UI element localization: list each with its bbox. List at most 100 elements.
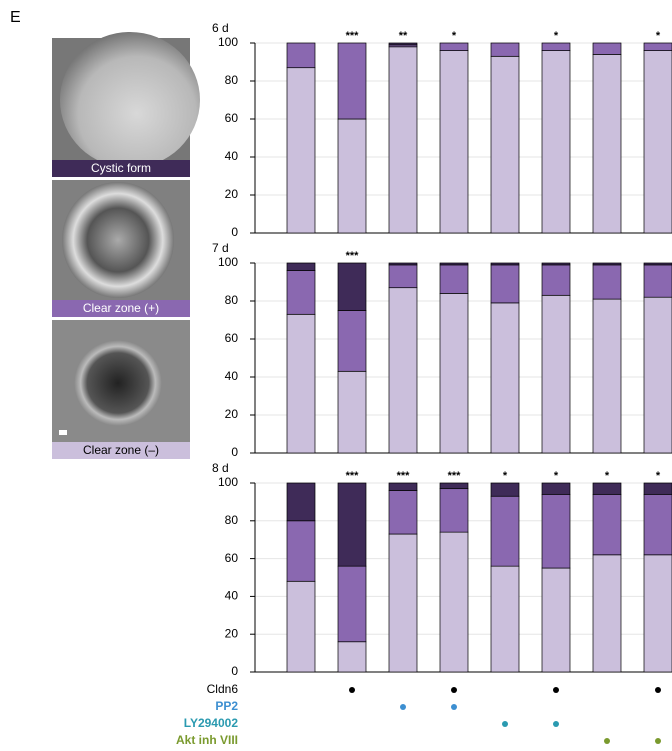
y-tick-label: 60: [225, 331, 239, 345]
bar-segment: [338, 483, 366, 566]
y-tick-label: 20: [225, 187, 239, 201]
treatment-dot: [655, 738, 661, 744]
panel-label: E: [10, 9, 21, 26]
bar-segment: [644, 555, 672, 672]
bar-segment: [491, 56, 519, 233]
y-tick-label: 60: [225, 111, 239, 125]
bar-segment: [287, 271, 315, 315]
bar-segment: [338, 566, 366, 642]
bar-segment: [389, 43, 417, 45]
bar-segment: [593, 54, 621, 233]
bar-segment: [644, 263, 672, 265]
bar-segment: [389, 263, 417, 265]
significance: ***: [346, 30, 360, 42]
significance: ***: [448, 470, 462, 482]
bar-segment: [491, 265, 519, 303]
image-caption: Cystic form: [91, 161, 151, 175]
micrographs: Cystic form Clear zone (+) Clear zone (–…: [52, 32, 200, 459]
bar-segment: [593, 265, 621, 299]
significance: *: [503, 470, 508, 482]
bar-segment: [440, 51, 468, 233]
image-caption: Clear zone (+): [83, 301, 159, 315]
bar-segment: [389, 265, 417, 288]
bar-segment: [542, 494, 570, 568]
bar-segment: [593, 263, 621, 265]
significance: *: [656, 30, 661, 42]
bar-segment: [287, 43, 315, 68]
y-tick-label: 100: [218, 35, 238, 49]
significance: *: [656, 470, 661, 482]
treatment-dot: [451, 704, 457, 710]
bar-segment: [644, 494, 672, 554]
bar-segment: [287, 263, 315, 271]
bar-segment: [287, 68, 315, 233]
bar-segment: [287, 581, 315, 672]
y-tick-label: 0: [231, 445, 238, 459]
bar-segment: [593, 483, 621, 494]
treatment-label: LY294002: [184, 716, 239, 730]
bar-segment: [644, 265, 672, 297]
image-caption: Clear zone (–): [83, 443, 159, 457]
figure: E Cystic form Clear zone (+) Clear zone …: [0, 0, 672, 751]
bar-segment: [338, 642, 366, 672]
bar-segment: [491, 496, 519, 566]
bar-segment: [338, 43, 366, 119]
bar-segment: [338, 263, 366, 311]
treatment-label: Akt inh VIII: [176, 733, 238, 747]
significance: ***: [397, 470, 411, 482]
significance: ***: [346, 250, 360, 262]
y-tick-label: 60: [225, 551, 239, 565]
panel-title: 7 d: [212, 241, 229, 255]
y-tick-label: 80: [225, 73, 239, 87]
bar-segment: [440, 489, 468, 532]
bar-segment: [491, 43, 519, 56]
bar-segment: [338, 371, 366, 453]
y-tick-label: 40: [225, 369, 239, 383]
bar-segment: [440, 43, 468, 51]
bar-segment: [542, 265, 570, 295]
treatment-dot: [502, 721, 508, 727]
y-tick-label: 40: [225, 589, 239, 603]
bar-segment: [338, 119, 366, 233]
bar-segment: [287, 314, 315, 453]
treatment-dot: [451, 687, 457, 693]
y-tick-label: 100: [218, 255, 238, 269]
scale-bar: [59, 430, 67, 435]
significance: **: [399, 30, 408, 42]
bar-segment: [389, 288, 417, 453]
bar-segment: [389, 47, 417, 233]
y-tick-label: 80: [225, 293, 239, 307]
panel-title: 8 d: [212, 461, 229, 475]
significance: ***: [346, 470, 360, 482]
significance: *: [605, 470, 610, 482]
y-tick-label: 100: [218, 475, 238, 489]
bar-segment: [440, 293, 468, 453]
significance: *: [554, 30, 559, 42]
image-cyst: [60, 32, 200, 168]
y-tick-label: 40: [225, 149, 239, 163]
bar-segment: [338, 311, 366, 372]
bar-segment: [542, 483, 570, 494]
treatment-dot: [349, 687, 355, 693]
treatment-dot: [400, 704, 406, 710]
bar-segment: [593, 43, 621, 54]
y-tick-label: 20: [225, 407, 239, 421]
bar-segment: [542, 295, 570, 453]
bar-segment: [491, 303, 519, 453]
bar-segment: [389, 491, 417, 534]
bar-segment: [440, 532, 468, 672]
bar-segment: [542, 43, 570, 51]
bar-segment: [491, 566, 519, 672]
treatment-dot: [604, 738, 610, 744]
image-cyst: [62, 182, 174, 298]
bar-segment: [491, 263, 519, 265]
bar-segment: [593, 299, 621, 453]
bar-segment: [644, 297, 672, 453]
bar-segment: [644, 483, 672, 494]
y-tick-label: 20: [225, 626, 239, 640]
bar-segment: [287, 521, 315, 581]
significance: *: [554, 470, 559, 482]
y-tick-label: 0: [231, 225, 238, 239]
bar-segment: [593, 494, 621, 554]
bar-segment: [542, 51, 570, 233]
